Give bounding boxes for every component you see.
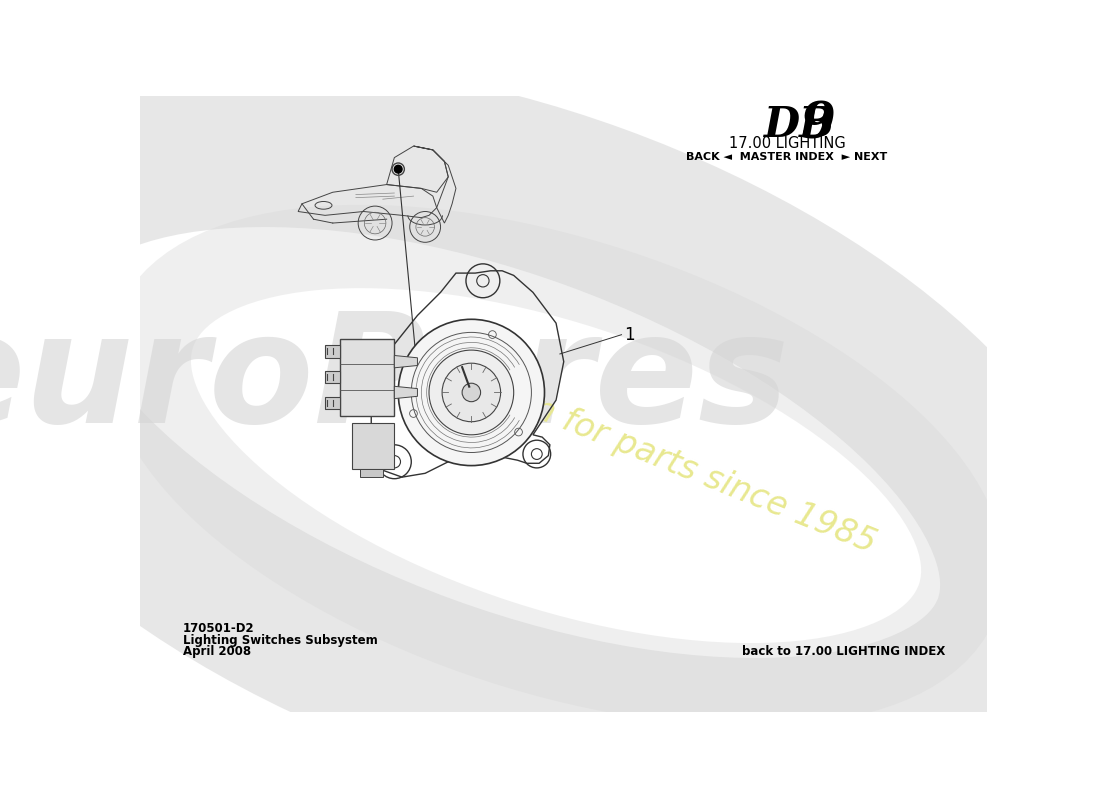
Polygon shape [360,470,383,477]
Text: back to 17.00 LIGHTING INDEX: back to 17.00 LIGHTING INDEX [741,646,945,658]
Text: BACK ◄  MASTER INDEX  ► NEXT: BACK ◄ MASTER INDEX ► NEXT [686,152,888,162]
Bar [326,371,341,383]
Circle shape [398,319,544,466]
Text: 9: 9 [801,101,836,150]
Text: euroPares: euroPares [0,306,790,455]
Text: Lighting Switches Subsystem: Lighting Switches Subsystem [183,634,377,647]
FancyBboxPatch shape [341,338,395,415]
Polygon shape [395,355,418,368]
Circle shape [429,350,514,435]
Bar [326,346,341,358]
FancyBboxPatch shape [352,423,395,470]
Circle shape [394,166,403,173]
Polygon shape [395,386,418,398]
Circle shape [442,363,501,422]
Text: 170501-D2: 170501-D2 [183,622,254,635]
Text: a passion for parts since 1985: a passion for parts since 1985 [400,341,881,560]
Text: 1: 1 [624,326,635,344]
Circle shape [462,383,481,402]
Text: April 2008: April 2008 [183,646,251,658]
Text: DB: DB [763,104,835,146]
Text: 17.00 LIGHTING: 17.00 LIGHTING [728,136,846,151]
Bar [326,397,341,409]
